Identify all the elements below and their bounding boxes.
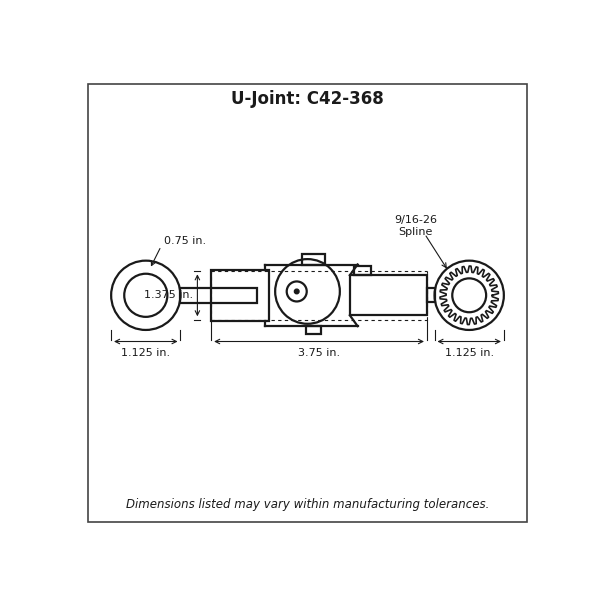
- Text: 1.375 in.: 1.375 in.: [145, 290, 194, 300]
- Text: 0.75 in.: 0.75 in.: [164, 236, 206, 247]
- Bar: [354, 266, 371, 275]
- Bar: [211, 270, 269, 321]
- Text: 9/16-26
Spline: 9/16-26 Spline: [394, 215, 437, 237]
- Text: 3.75 in.: 3.75 in.: [298, 347, 340, 358]
- Bar: [302, 254, 325, 265]
- Text: U-Joint: C42-368: U-Joint: C42-368: [231, 90, 384, 108]
- Circle shape: [295, 289, 299, 294]
- Bar: [350, 275, 427, 316]
- Bar: [181, 287, 257, 303]
- Text: 1.125 in.: 1.125 in.: [445, 347, 494, 358]
- Text: 1.125 in.: 1.125 in.: [121, 347, 170, 358]
- Bar: [427, 289, 434, 302]
- Text: Dimensions listed may vary within manufacturing tolerances.: Dimensions listed may vary within manufa…: [126, 498, 489, 511]
- Bar: [306, 326, 322, 334]
